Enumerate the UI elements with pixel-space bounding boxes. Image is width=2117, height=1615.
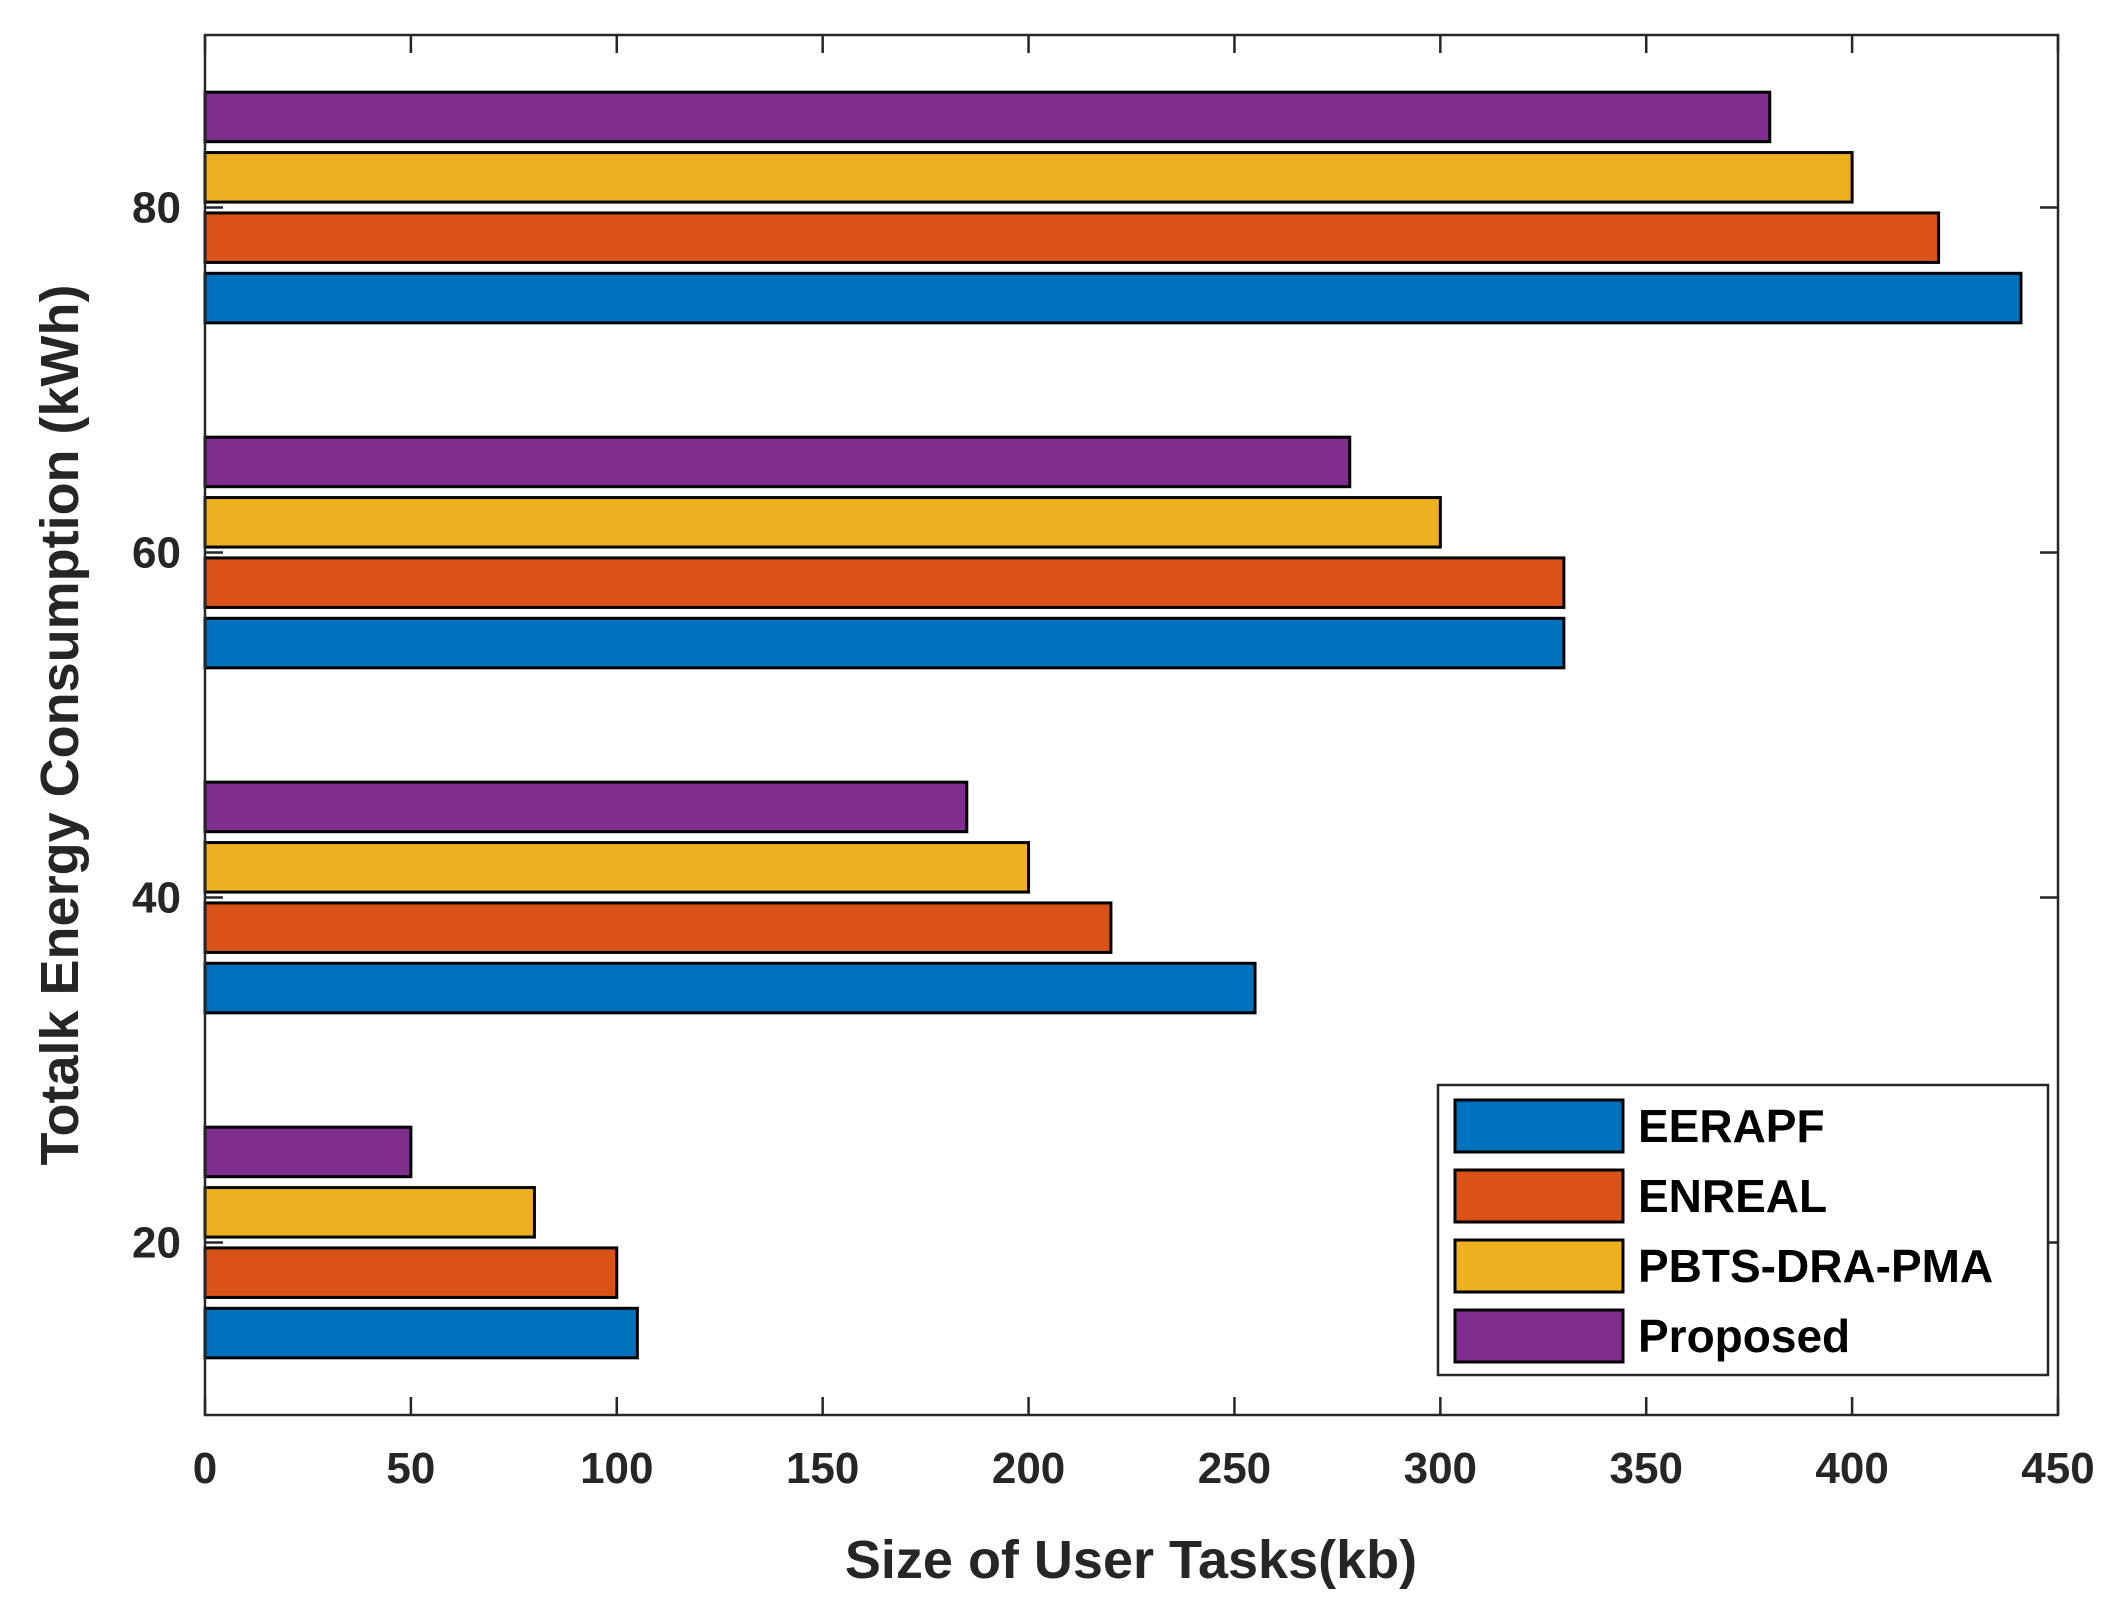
bar-enreal-60	[203, 556, 1566, 609]
y-axis-title: Totalk Energy Consumption (kWh)	[30, 285, 90, 1166]
legend-swatch-proposed	[1453, 1308, 1625, 1364]
legend: EERAPF ENREAL PBTS-DRA-PMA Proposed	[1436, 1083, 2050, 1377]
ticks-group: 0 50 100 150 200 250 300 350 400 450 20 40 60 80	[132, 35, 2095, 1493]
bar-enreal-40	[203, 901, 1113, 954]
bar-eerapf-40	[203, 961, 1257, 1015]
bar-proposed-40	[203, 780, 969, 834]
bar-pbts-dra-pma-80	[203, 151, 1854, 204]
bar-eerapf-20	[203, 1306, 639, 1360]
bar-eerapf-80	[203, 271, 2023, 325]
x-axis-title: Size of User Tasks(kb)	[845, 1530, 1417, 1590]
x-tick-label: 300	[1404, 1444, 1477, 1493]
legend-swatch-pbts-dra-pma	[1453, 1238, 1625, 1294]
bar-pbts-dra-pma-40	[203, 841, 1031, 894]
x-tick-label: 450	[2021, 1444, 2094, 1493]
bar-proposed-20	[203, 1125, 413, 1179]
legend-swatch-eerapf	[1453, 1098, 1625, 1154]
bar-eerapf-60	[203, 616, 1566, 670]
x-tick-label: 100	[580, 1444, 653, 1493]
bar-enreal-80	[203, 211, 1941, 264]
x-tick-label: 350	[1610, 1444, 1683, 1493]
x-tick-label: 0	[193, 1444, 217, 1493]
legend-label-enreal: ENREAL	[1638, 1170, 1827, 1222]
y-tick-label: 40	[132, 874, 181, 923]
x-tick-label: 250	[1198, 1444, 1271, 1493]
legend-swatch-enreal	[1453, 1168, 1625, 1224]
x-tick-label: 400	[1815, 1444, 1888, 1493]
bar-pbts-dra-pma-60	[203, 496, 1442, 549]
bar-pbts-dra-pma-20	[203, 1186, 536, 1239]
bars-group	[203, 90, 2023, 1360]
y-tick-label: 20	[132, 1219, 181, 1268]
legend-label-eerapf: EERAPF	[1638, 1100, 1825, 1152]
y-tick-label: 80	[132, 184, 181, 233]
legend-label-pbts-dra-pma: PBTS-DRA-PMA	[1638, 1240, 1993, 1292]
bar-proposed-80	[203, 90, 1772, 144]
x-tick-label: 200	[992, 1444, 1065, 1493]
bar-proposed-60	[203, 435, 1352, 489]
axes-box	[203, 33, 2060, 1417]
y-tick-label: 60	[132, 529, 181, 578]
x-tick-label: 50	[386, 1444, 435, 1493]
bar-enreal-20	[203, 1246, 619, 1299]
x-tick-label: 150	[786, 1444, 859, 1493]
legend-label-proposed: Proposed	[1638, 1310, 1850, 1362]
